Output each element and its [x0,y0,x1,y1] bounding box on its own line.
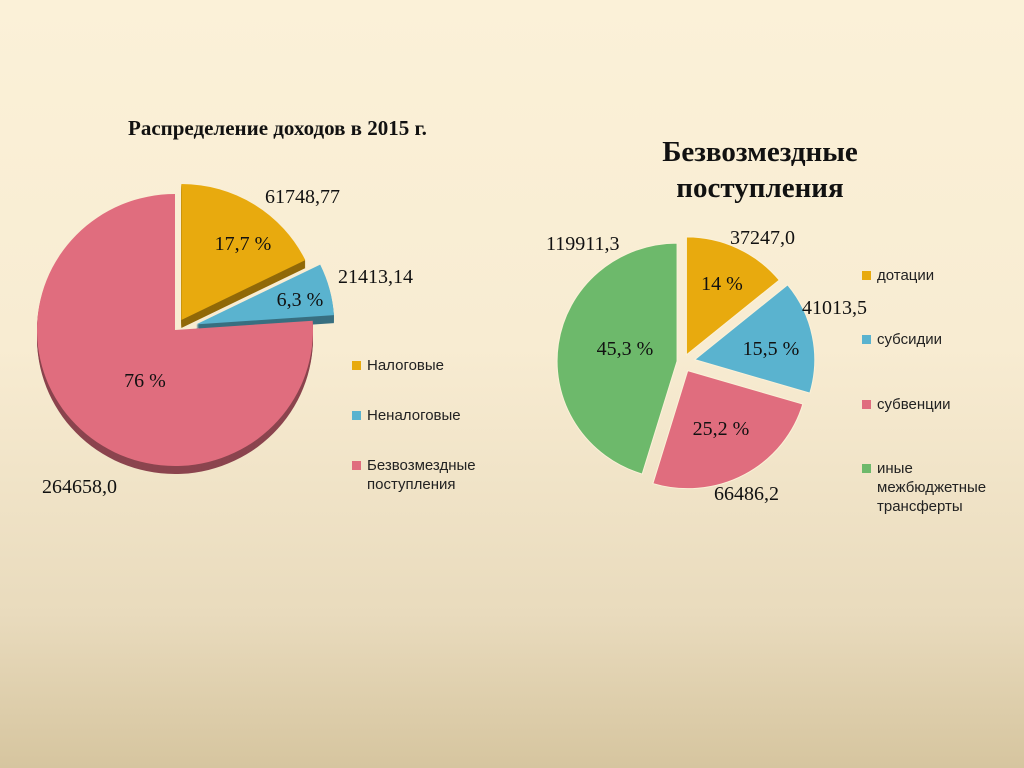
chart2-legend-label-3: иные межбюджетные трансферты [877,460,987,515]
chart2-legend-label-0: дотации [877,267,935,284]
chart2-legend-swatch-0 [862,271,871,280]
chart1-value-label-0: 61748,77 [265,186,340,208]
chart2-value-label-2: 66486,2 [714,483,779,505]
chart2-value-label-0: 37247,0 [730,227,795,249]
chart2-percent-label-3: 45,3 % [597,338,654,360]
chart2-legend-item-0: дотации [862,266,1012,285]
chart1-slice-1 [196,264,334,325]
chart1-legend-item-0: Налоговые [352,356,512,375]
chart1-value-label-1: 21413,14 [338,266,413,288]
chart2-slice-2 [652,370,804,490]
chart1-legend-swatch-0 [352,361,361,370]
chart1-legend-label-2: Безвозмездные поступления [367,457,476,493]
chart2-percent-label-2: 25,2 % [693,418,750,440]
chart2-legend-swatch-3 [862,464,871,473]
chart1-legend-label-1: Неналоговые [367,407,461,424]
chart1-slice-0 [181,183,306,320]
chart2-legend-item-2: субвенции [862,395,1012,414]
chart2-legend-swatch-2 [862,400,871,409]
chart1-legend-item-1: Неналоговые [352,406,512,425]
chart2-legend-label-1: субсидии [877,331,942,348]
chart1-value-label-2: 264658,0 [42,476,117,498]
chart2-legend-item-1: субсидии [862,330,1012,349]
chart2-percent-label-1: 15,5 % [743,338,800,360]
chart1-percent-label-2: 76 % [124,370,166,392]
chart2-legend-label-2: субвенции [877,396,951,413]
chart2-legend-swatch-1 [862,335,871,344]
chart1-title: Распределение доходов в 2015 г. [128,116,427,140]
chart2-value-label-3: 119911,3 [546,233,620,255]
chart1-legend-label-0: Налоговые [367,357,445,374]
chart2-title: Безвозмездные поступления [662,136,858,204]
chart2-slice-0 [685,236,780,356]
chart2-slice-1 [693,284,816,394]
chart1-percent-label-1: 6,3 % [277,289,324,311]
chart1-legend-swatch-2 [352,461,361,470]
chart1-legend-swatch-1 [352,411,361,420]
chart2-legend-item-3: иные межбюджетные трансферты [862,459,1012,516]
chart2-percent-label-0: 14 % [701,273,743,295]
chart1-legend-item-2: Безвозмездные поступления [352,456,512,494]
chart1-percent-label-0: 17,7 % [215,233,272,255]
chart1-slice-2 [37,194,314,467]
chart2-value-label-1: 41013,5 [802,297,867,319]
chart2-slice-3 [556,242,678,475]
